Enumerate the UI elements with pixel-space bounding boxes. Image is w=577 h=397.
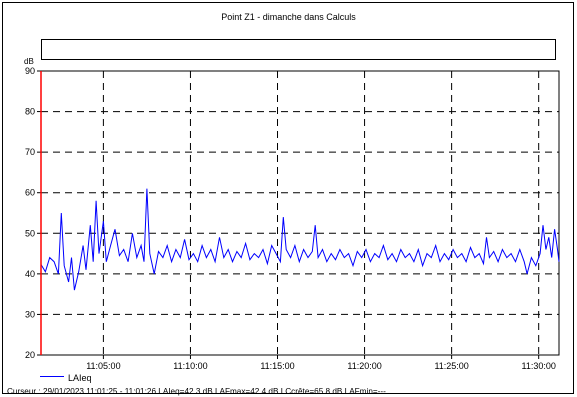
x-tick-label: 11:10:00 [173, 361, 207, 371]
legend-swatch-laieq [40, 375, 64, 377]
y-tick-label: 60 [25, 188, 35, 198]
y-tick-label: 20 [25, 350, 35, 360]
plot-area [40, 70, 560, 356]
x-tick-label: 11:25:00 [434, 361, 468, 371]
y-tick-label: 80 [25, 107, 35, 117]
chart-legend: LAIeq [40, 371, 92, 383]
y-tick-label: 90 [25, 66, 35, 76]
x-tick-label: 11:05:00 [86, 361, 120, 371]
cursor-readout: Curseur : 29/01/2023 11:01:25 - 11:01:26… [7, 387, 386, 396]
x-tick-label: 11:15:00 [260, 361, 294, 371]
y-tick-label: 40 [25, 269, 35, 279]
annotation-box [41, 39, 556, 60]
chart-title: Point Z1 - dimanche dans Calculs [221, 12, 356, 22]
legend-label-laieq: LAIeq [68, 373, 92, 383]
x-tick-label: 11:20:00 [347, 361, 381, 371]
y-tick-label: 30 [25, 309, 35, 319]
series-line-laieq [40, 188, 560, 291]
y-axis-unit-label: dB [24, 57, 34, 66]
x-tick-label: 11:30:00 [521, 361, 555, 371]
y-tick-label: 70 [25, 147, 35, 157]
y-tick-label: 50 [25, 228, 35, 238]
